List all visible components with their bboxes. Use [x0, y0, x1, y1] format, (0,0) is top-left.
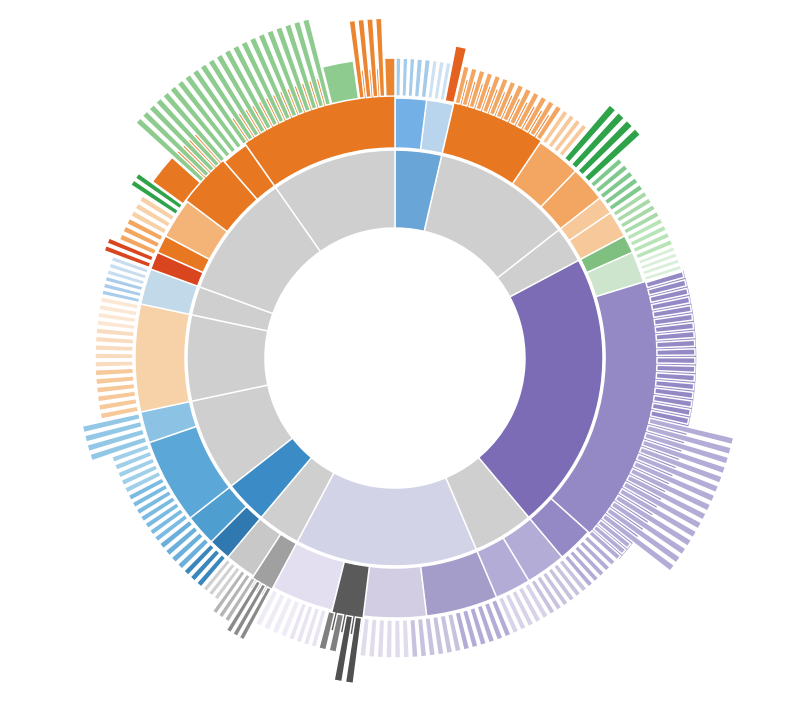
sunburst-segment[interactable] — [402, 620, 409, 658]
sunburst-segment[interactable] — [408, 58, 415, 96]
sunburst-chart — [0, 0, 810, 703]
sunburst-segment[interactable] — [410, 619, 418, 657]
sunburst-segment[interactable] — [95, 368, 133, 376]
sunburst-segment[interactable] — [95, 345, 133, 352]
sunburst-segment[interactable] — [657, 358, 695, 364]
sunburst-segment[interactable] — [95, 361, 133, 367]
sunburst-segment[interactable] — [657, 365, 695, 372]
sunburst-segment[interactable] — [402, 58, 408, 96]
sunburst-segment[interactable] — [96, 376, 134, 385]
sunburst-segment[interactable] — [95, 336, 133, 344]
sunburst-segment[interactable] — [135, 304, 190, 412]
sunburst-segment[interactable] — [386, 620, 392, 658]
sunburst-segment[interactable] — [377, 620, 385, 658]
sunburst-segment[interactable] — [385, 58, 395, 96]
sunburst-segment[interactable] — [368, 619, 377, 657]
sunburst-segment[interactable] — [396, 58, 401, 96]
sunburst-segment[interactable] — [657, 349, 695, 355]
sunburst-segment[interactable] — [395, 620, 401, 658]
sunburst-segment[interactable] — [95, 353, 133, 359]
sunburst-segment[interactable] — [363, 566, 426, 618]
